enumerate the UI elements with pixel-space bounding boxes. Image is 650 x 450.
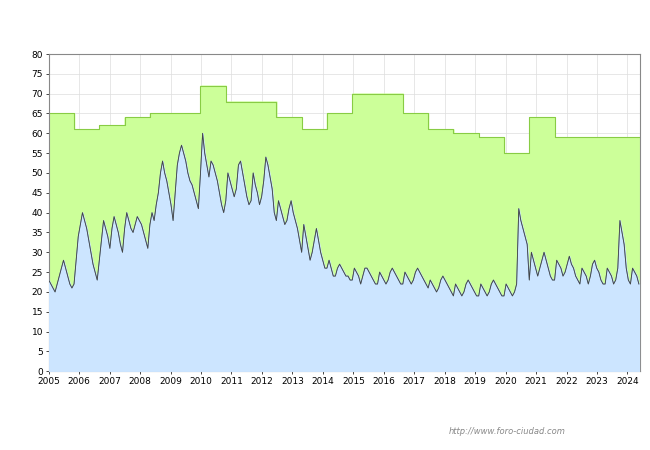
Text: Uña - Evolucion de la poblacion en edad de Trabajar Mayo de 2024: Uña - Evolucion de la poblacion en edad …: [69, 17, 581, 31]
Text: http://www.foro-ciudad.com: http://www.foro-ciudad.com: [448, 428, 566, 436]
